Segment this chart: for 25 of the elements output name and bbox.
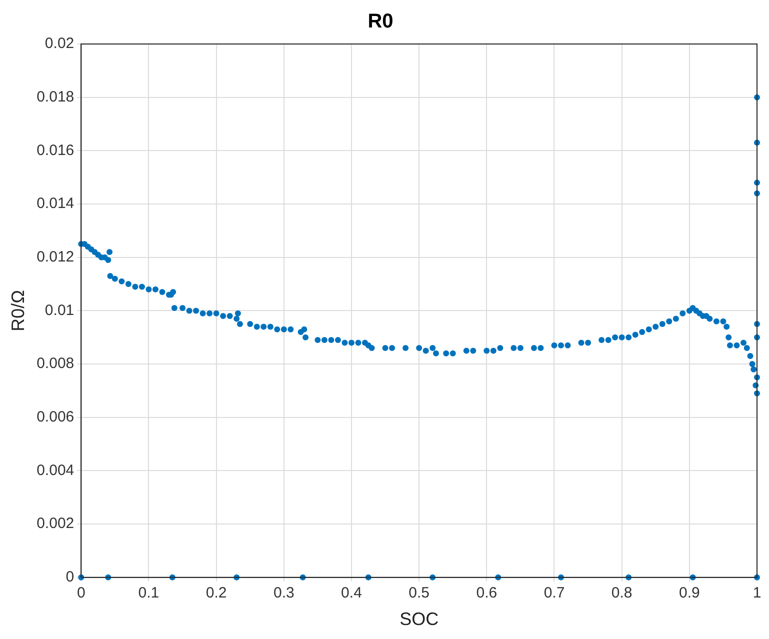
x-tick-label: 0.8 xyxy=(611,584,632,602)
chart-title: R0 xyxy=(368,10,394,33)
y-axis-title: R0/Ω xyxy=(8,290,28,332)
x-tick-label: 0.2 xyxy=(206,584,227,602)
x-tick-label: 0.7 xyxy=(544,584,565,602)
y-tick-label: 0.014 xyxy=(36,195,74,212)
x-tick-label: 0.5 xyxy=(408,584,430,602)
y-tick-label: 0.01 xyxy=(44,302,74,319)
y-tick-label: 0.018 xyxy=(36,88,74,106)
y-tick-label: 0.016 xyxy=(36,142,74,159)
y-tick-label: 0.002 xyxy=(36,515,74,532)
x-tick-label: 0 xyxy=(76,584,86,602)
x-tick-label: 0.4 xyxy=(341,584,362,602)
y-tick-label: 0.012 xyxy=(36,248,74,266)
x-tick-label: 0.6 xyxy=(476,584,498,602)
x-tick-label: 0.9 xyxy=(678,584,700,602)
y-tick-label: 0.02 xyxy=(44,35,74,52)
x-tick-label: 0.1 xyxy=(138,584,160,602)
y-tick-label: 0.004 xyxy=(36,462,74,479)
x-tick-label: 1 xyxy=(752,584,762,602)
x-axis-title: SOC xyxy=(400,609,439,630)
x-tick-label: 0.3 xyxy=(273,584,294,602)
y-tick-label: 0.006 xyxy=(36,408,74,426)
y-tick-label: 0.008 xyxy=(36,355,74,372)
y-tick-label: 0 xyxy=(66,568,74,586)
